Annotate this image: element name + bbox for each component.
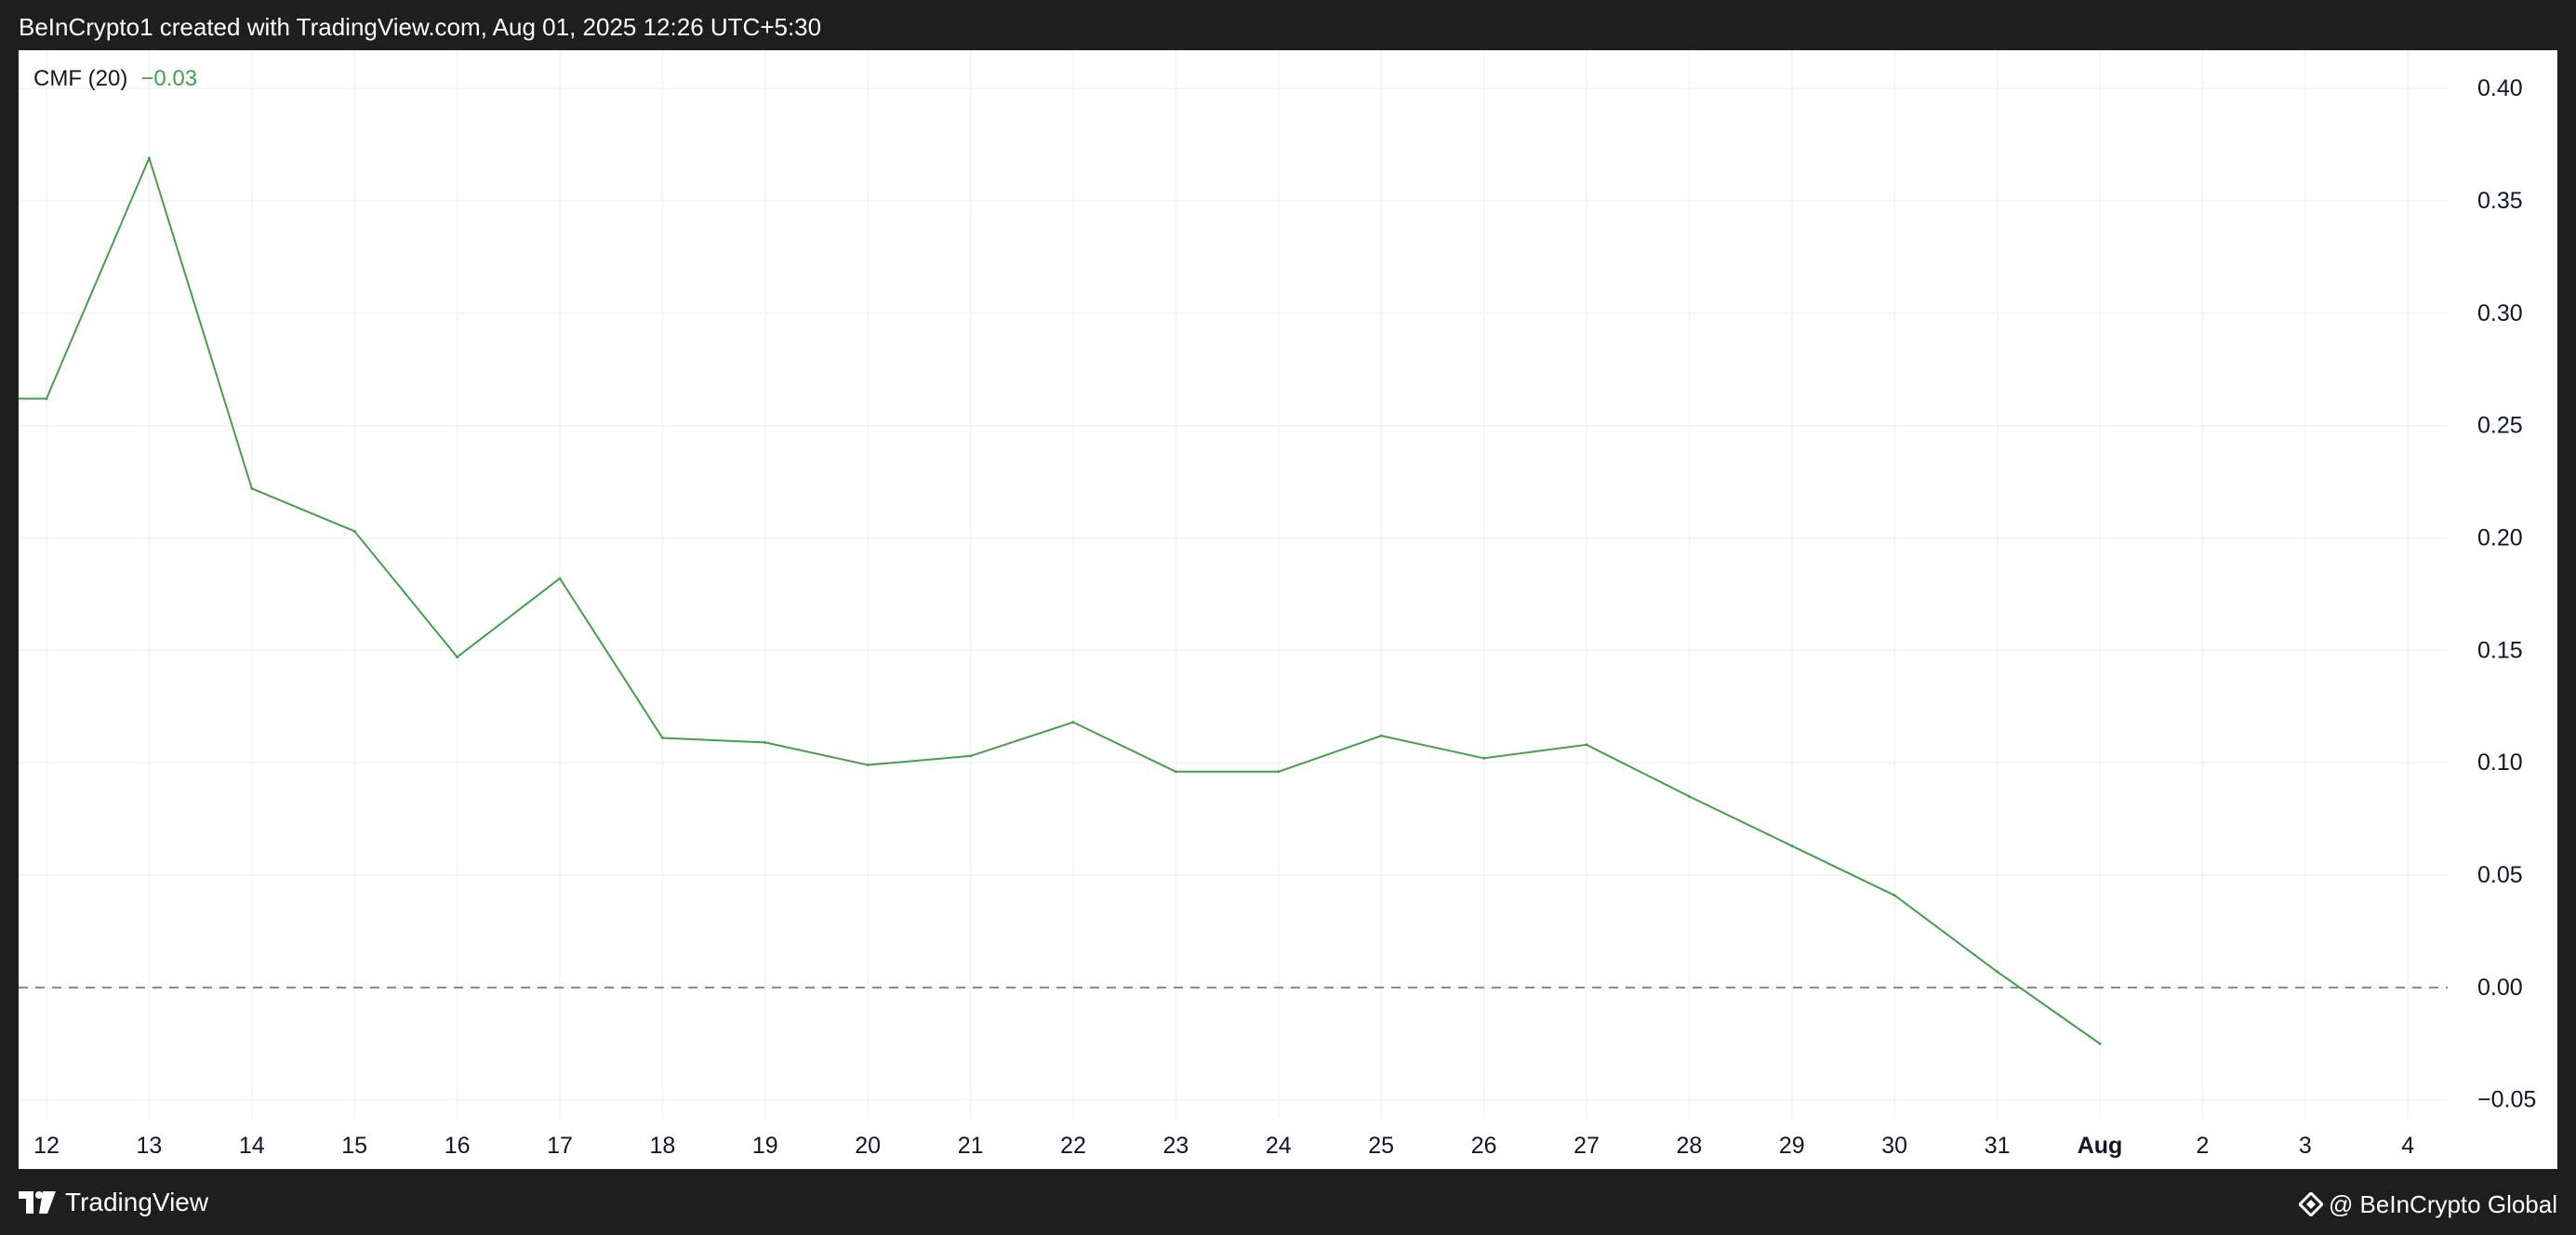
x-tick-label: 22 xyxy=(1060,1133,1086,1159)
x-tick-label: 25 xyxy=(1368,1133,1394,1159)
cmf-data-point xyxy=(764,740,767,744)
indicator-value: −0.03 xyxy=(140,66,198,91)
series-layer xyxy=(19,156,2102,1045)
y-tick-label: 0.10 xyxy=(2477,750,2523,776)
x-tick-label: 4 xyxy=(2401,1133,2414,1159)
chart-panel[interactable]: 0.40 0.35 0.30 0.25 0.20 0.15 0.10 0.05 0.00 −0.0… xyxy=(19,50,2557,1169)
cmf-data-point xyxy=(456,656,459,659)
y-tick-label: 0.40 xyxy=(2477,75,2523,101)
tradingview-logo-icon xyxy=(19,1191,56,1214)
x-tick-label: 31 xyxy=(1985,1133,2011,1159)
cmf-data-point xyxy=(1482,756,1486,760)
cmf-data-point xyxy=(1790,844,1794,848)
y-tick-label: 0.30 xyxy=(2477,300,2523,326)
cmf-data-point xyxy=(1996,970,1999,974)
cmf-data-point xyxy=(866,764,870,767)
x-tick-label: 27 xyxy=(1573,1133,1600,1159)
x-axis[interactable]: 12 13 14 15 16 17 18 19 20 21 22 23 24 25 26 27 28 29 30 31… xyxy=(33,1133,2414,1159)
indicator-name: CMF (20) xyxy=(33,66,128,91)
x-tick-label: 24 xyxy=(1266,1133,1292,1159)
y-tick-label: 0.15 xyxy=(2477,637,2523,663)
tradingview-label: TradingView xyxy=(65,1188,209,1216)
x-tick-label: 30 xyxy=(1881,1133,1907,1159)
x-tick-label: 29 xyxy=(1779,1133,1805,1159)
x-tick-label: 21 xyxy=(958,1133,984,1159)
header-bar: BeInCrypto1 created with TradingView.com… xyxy=(0,0,2576,50)
x-tick-label: 26 xyxy=(1471,1133,1497,1159)
cmf-data-point xyxy=(2098,1042,2102,1045)
x-tick-label: 19 xyxy=(752,1133,778,1159)
tradingview-brand[interactable]: TradingView xyxy=(19,1188,208,1217)
x-tick-label: 17 xyxy=(547,1133,573,1159)
x-tick-label: 18 xyxy=(649,1133,675,1159)
attribution-text: BeInCrypto1 created with TradingView.com… xyxy=(19,13,822,41)
x-tick-label: 3 xyxy=(2299,1133,2312,1159)
x-tick-label: 12 xyxy=(33,1133,60,1159)
x-tick-label: 28 xyxy=(1676,1133,1702,1159)
x-tick-label: 13 xyxy=(136,1133,162,1159)
cmf-data-point xyxy=(1379,734,1383,737)
y-tick-label: 0.00 xyxy=(2477,975,2523,1001)
cmf-data-point xyxy=(1585,743,1588,747)
y-tick-label: 0.35 xyxy=(2477,188,2523,214)
cmf-data-point xyxy=(45,397,48,401)
cmf-data-point xyxy=(352,529,356,533)
x-tick-label: 2 xyxy=(2196,1133,2209,1159)
cmf-data-point xyxy=(1687,794,1691,798)
cmf-series-line xyxy=(19,157,2101,1045)
cmf-data-point xyxy=(147,156,151,160)
x-tick-label: 15 xyxy=(341,1133,367,1159)
beincrypto-label: @ BeInCrypto Global xyxy=(2328,1189,2557,1218)
beincrypto-brand[interactable]: @ BeInCrypto Global xyxy=(2298,1189,2557,1219)
x-tick-label: 16 xyxy=(445,1133,471,1159)
cmf-data-point xyxy=(969,754,973,758)
beincrypto-logo-icon xyxy=(2298,1192,2323,1216)
y-tick-label: −0.05 xyxy=(2477,1087,2536,1113)
x-tick-label: 23 xyxy=(1162,1133,1188,1159)
y-tick-label: 0.25 xyxy=(2477,413,2523,439)
y-axis[interactable]: 0.40 0.35 0.30 0.25 0.20 0.15 0.10 0.05 0.00 −0.0… xyxy=(2477,75,2536,1113)
cmf-data-point xyxy=(250,486,254,490)
y-tick-label: 0.20 xyxy=(2477,525,2523,551)
indicator-legend[interactable]: CMF (20) −0.03 xyxy=(33,65,197,93)
grid-lines xyxy=(19,50,2448,1118)
x-tick-label: 20 xyxy=(855,1133,881,1159)
cmf-data-point xyxy=(1892,894,1896,897)
cmf-data-point xyxy=(558,577,562,580)
x-tick-label: 14 xyxy=(239,1133,265,1159)
cmf-data-point xyxy=(1277,770,1281,774)
y-tick-label: 0.05 xyxy=(2477,862,2523,888)
cmf-data-point xyxy=(660,737,664,740)
cmf-chart[interactable]: 0.40 0.35 0.30 0.25 0.20 0.15 0.10 0.05 0.00 −0.0… xyxy=(19,50,2557,1169)
x-tick-label: Aug xyxy=(2078,1133,2123,1159)
cmf-data-point xyxy=(1174,770,1177,774)
footer-bar: TradingView @ BeInCrypto Global xyxy=(0,1169,2576,1235)
cmf-data-point xyxy=(1071,721,1075,724)
